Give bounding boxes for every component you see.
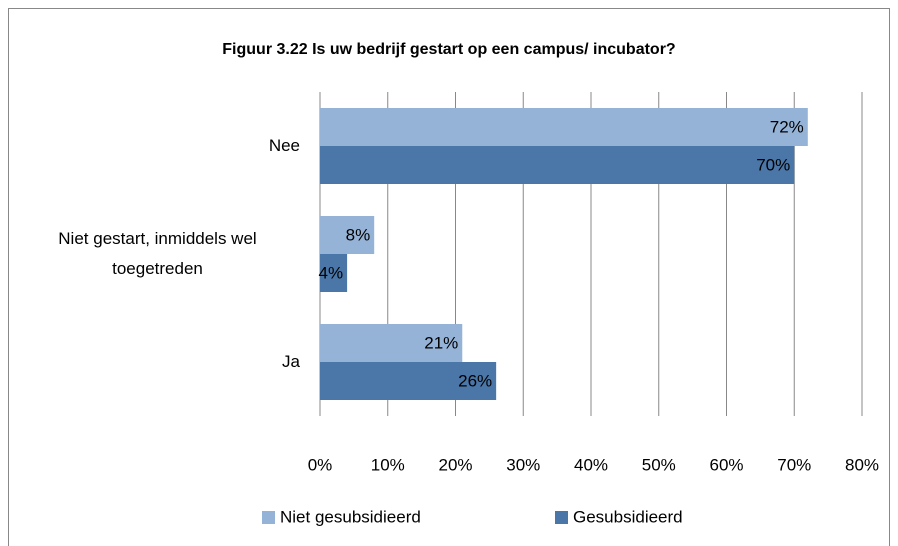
x-tick-label: 80% <box>845 455 879 474</box>
category-label: Ja <box>282 352 300 371</box>
category-label: Nee <box>268 136 300 155</box>
data-label: 21% <box>424 333 458 352</box>
bar <box>320 362 497 400</box>
x-tick-label: 50% <box>642 455 676 474</box>
category-label: Niet gestart, inmiddels wel toegetreden <box>58 229 257 278</box>
data-label: 26% <box>458 371 492 390</box>
bar <box>320 324 463 362</box>
legend-label: Niet gesubsidieerd <box>280 507 421 526</box>
data-label: 72% <box>770 117 804 136</box>
x-tick-label: 40% <box>574 455 608 474</box>
x-tick-label: 70% <box>777 455 811 474</box>
data-label: 70% <box>756 155 790 174</box>
bar <box>320 146 795 184</box>
x-tick-label: 60% <box>709 455 743 474</box>
legend-swatch <box>262 511 275 524</box>
bar <box>320 254 348 292</box>
legend-label: Gesubsidieerd <box>573 507 683 526</box>
data-label: 8% <box>346 225 371 244</box>
chart-title: Figuur 3.22 Is uw bedrijf gestart op een… <box>222 41 675 58</box>
data-label: 4% <box>319 263 344 282</box>
bar <box>320 108 808 146</box>
legend-swatch <box>555 511 568 524</box>
bar <box>320 216 375 254</box>
x-tick-label: 20% <box>438 455 472 474</box>
chart-border <box>8 8 890 546</box>
x-tick-label: 30% <box>506 455 540 474</box>
x-tick-label: 0% <box>308 455 333 474</box>
x-tick-label: 10% <box>371 455 405 474</box>
